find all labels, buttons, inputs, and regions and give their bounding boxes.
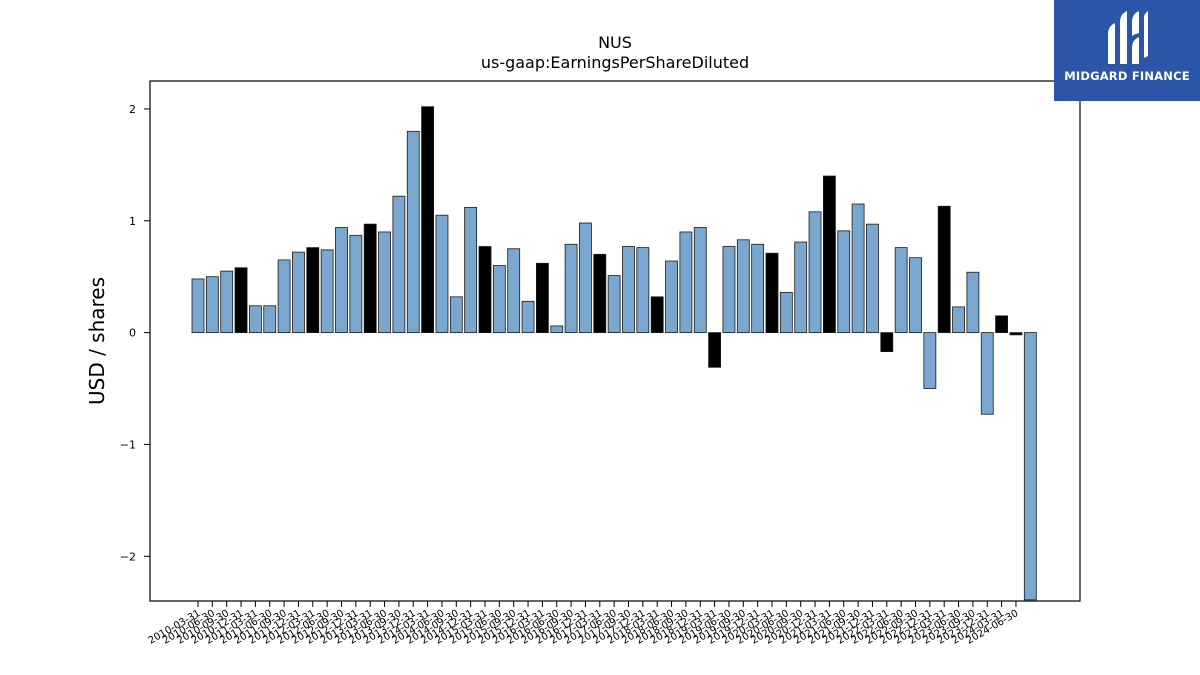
bar-2012-03-31 [306,247,320,334]
bar-2019-09-30 [736,239,750,334]
bar-2023-03-31 [937,205,951,334]
bar-2013-03-31 [363,223,377,334]
y-tick-label: 2 [129,103,136,116]
bar-2020-03-31 [765,252,779,334]
bar-2010-06-30 [205,276,219,334]
bar-2019-03-31 [708,332,721,368]
bar-2013-06-30 [378,231,391,334]
bar-2012-12-31 [349,234,363,334]
midgard-logo-mark [1108,11,1148,64]
bar-2024-03-31 [995,315,1008,334]
bar-2010-09-30 [220,270,234,334]
bar-2017-03-31 [593,253,607,334]
bar-2011-06-30 [263,305,277,334]
bar-2011-09-30 [277,259,291,334]
bar-2021-09-30 [851,203,865,334]
bar-2021-12-31 [866,223,879,334]
bar-2024-06-30 [1009,332,1023,336]
bar-2013-12-31 [406,130,420,334]
bar-2011-12-31 [292,251,305,334]
y-axis-label: USD / shares [85,277,109,405]
bar-2015-06-30 [492,265,506,334]
bar-2015-09-30 [507,248,521,334]
bar-2011-03-31 [248,305,262,334]
bar-2013-09-30 [392,195,406,334]
bar-2017-09-30 [622,246,635,334]
brand-logo: MIDGARD FINANCE [1054,0,1200,101]
bar-2022-12-31 [923,332,937,389]
bar-2015-12-31 [521,300,535,334]
bar-2019-06-30 [722,246,736,334]
bar-2023-09-30 [966,271,980,334]
bar-2017-12-31 [636,247,650,334]
bar-2015-03-31 [478,246,492,334]
bar-2016-06-30 [550,325,564,334]
bar-2018-12-31 [693,227,707,334]
bar-2019-12-31 [751,243,765,334]
bar-2012-09-30 [335,227,348,334]
bar-2014-03-31 [421,106,435,334]
x-axis: 2010-03-312010-06-302010-09-302010-12-31… [147,601,1020,647]
bar-item-58 [1023,332,1037,601]
chart-title: NUS [598,33,632,52]
bar-2012-06-30 [320,249,334,334]
y-axis: −2 −1 0 1 2 [120,103,150,563]
bar-2016-09-30 [564,243,578,334]
chart-subtitle: us-gaap:EarningsPerShareDiluted [481,53,749,72]
bar-2020-09-30 [794,241,808,334]
bar-2014-09-30 [449,296,463,334]
bar-2017-06-30 [607,275,621,334]
logo-text: MIDGARD FINANCE [1064,69,1190,83]
y-tick-label: −2 [120,550,136,563]
bar-2014-06-30 [435,214,449,334]
bars-group [191,106,1037,601]
y-tick-label: −1 [120,438,136,451]
bar-2010-12-31 [234,267,248,334]
bar-2020-06-30 [779,291,793,334]
bar-2022-03-31 [880,332,894,353]
bar-2010-03-31 [191,278,205,334]
y-tick-label: 0 [129,327,136,340]
bar-2016-03-31 [536,262,549,334]
bar-2021-06-30 [837,230,851,334]
bar-2018-09-30 [679,231,693,334]
bar-2022-06-30 [894,247,908,334]
y-tick-label: 1 [129,215,136,228]
bar-2018-06-30 [665,260,678,334]
bar-2022-09-30 [909,257,922,334]
bar-2014-12-31 [464,206,478,334]
bar-2018-03-31 [650,296,664,334]
bar-2023-06-30 [952,306,965,334]
bar-2021-03-31 [823,175,836,334]
bar-2020-12-31 [808,211,822,334]
bar-2016-12-31 [579,222,592,334]
plot-frame [149,80,1081,602]
bar-2023-12-31 [980,332,994,415]
